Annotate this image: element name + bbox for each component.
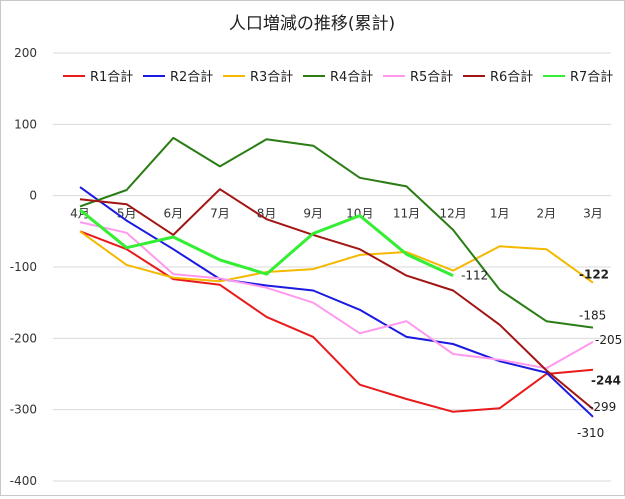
series-line-R6合計 <box>79 188 594 410</box>
x-tick-label: 11月 <box>393 207 420 221</box>
x-tick-label: 6月 <box>163 207 183 221</box>
y-tick-label: -400 <box>10 474 37 488</box>
legend-label: R5合計 <box>410 69 453 85</box>
end-labels: -244 -310 -122 -185 -205 -299 -112 <box>461 268 622 440</box>
end-label-R2合計: -310 <box>577 426 604 440</box>
chart-title: 人口増減の推移(累計) <box>229 14 395 34</box>
y-tick-label: 200 <box>14 46 37 60</box>
legend-item: R3合計 <box>223 69 293 85</box>
x-tick-label: 1月 <box>490 207 510 221</box>
legend-label: R7合計 <box>570 69 613 85</box>
legend-label: R6合計 <box>490 69 533 85</box>
legend-item: R4合計 <box>303 69 373 85</box>
x-tick-label: 7月 <box>210 207 230 221</box>
x-tick-label: 3月 <box>583 207 603 221</box>
legend-item: R1合計 <box>63 69 133 85</box>
legend-item: R6合計 <box>463 69 533 85</box>
series-line-R7合計 <box>79 208 454 277</box>
gridlines <box>53 52 611 482</box>
series-lines <box>79 136 594 418</box>
series-line-R4合計 <box>79 136 594 329</box>
legend-label: R2合計 <box>170 69 213 85</box>
y-tick-label: -200 <box>10 331 37 345</box>
series-line-R1合計 <box>79 230 594 413</box>
y-tick-label: 0 <box>29 189 37 203</box>
end-label-R5合計: -205 <box>595 333 622 347</box>
legend-label: R1合計 <box>90 69 133 85</box>
end-label-R6合計: -299 <box>589 400 616 414</box>
end-label-R3合計: -122 <box>579 268 609 282</box>
series-line-R5合計 <box>79 221 594 370</box>
end-label-R7合計: -112 <box>461 269 488 283</box>
x-tick-label: 9月 <box>303 207 323 221</box>
y-tick-labels: 200 100 0 -100 -200 -300 -400 <box>10 46 37 488</box>
legend-label: R4合計 <box>330 69 373 85</box>
series-line-R2合計 <box>79 186 594 418</box>
y-tick-label: -300 <box>10 403 37 417</box>
legend-item: R7合計 <box>543 69 613 85</box>
legend-item: R2合計 <box>143 69 213 85</box>
legend-label: R3合計 <box>250 69 293 85</box>
series-line-R3合計 <box>79 230 594 284</box>
y-tick-label: 100 <box>14 117 37 131</box>
y-tick-label: -100 <box>10 260 37 274</box>
legend-item: R5合計 <box>383 69 453 85</box>
end-label-R1合計: -244 <box>591 374 621 388</box>
x-tick-label: 12月 <box>439 207 466 221</box>
x-tick-labels: 4月 5月 6月 7月 8月 9月 10月 11月 12月 1月 2月 3月 <box>70 207 603 221</box>
end-label-R4合計: -185 <box>579 309 606 323</box>
x-tick-label: 4月 <box>70 207 90 221</box>
legend: R1合計 R2合計 R3合計 R4合計 R5合計 R6合計 R7合計 <box>63 69 613 85</box>
x-tick-label: 2月 <box>537 207 557 221</box>
